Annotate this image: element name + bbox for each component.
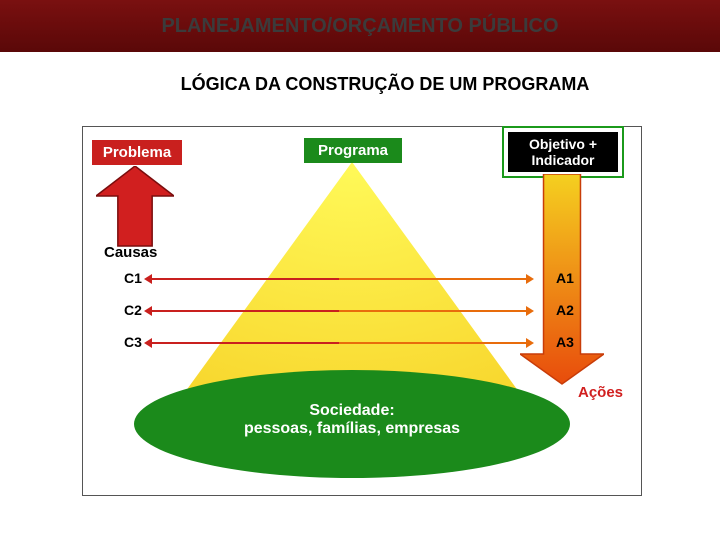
acao-item-0: A1 <box>556 270 574 286</box>
header-title: PLANEJAMENTO/ORÇAMENTO PÚBLICO <box>161 15 558 38</box>
label-problema: Problema <box>92 140 182 165</box>
label-objetivo: Objetivo + Indicador <box>508 132 618 172</box>
h-arrow-right-0 <box>339 278 526 280</box>
causas-label: Causas <box>104 244 157 261</box>
label-programa: Programa <box>304 138 402 163</box>
acao-item-2: A3 <box>556 334 574 350</box>
subtitle: LÓGICA DA CONSTRUÇÃO DE UM PROGRAMA <box>0 74 720 95</box>
h-arrow-right-2 <box>339 342 526 344</box>
h-arrow-right-1 <box>339 310 526 312</box>
causa-item-2: C3 <box>124 334 142 350</box>
header-bar: PLANEJAMENTO/ORÇAMENTO PÚBLICO <box>0 0 720 52</box>
h-arrow-left-1 <box>152 310 339 312</box>
causa-item-1: C2 <box>124 302 142 318</box>
red-up-arrow-icon <box>96 166 174 254</box>
acao-item-1: A2 <box>556 302 574 318</box>
h-arrow-left-2 <box>152 342 339 344</box>
acoes-label: Ações <box>578 384 623 401</box>
society-text: Sociedade: pessoas, famílias, empresas <box>202 402 502 438</box>
h-arrow-left-0 <box>152 278 339 280</box>
causa-item-0: C1 <box>124 270 142 286</box>
